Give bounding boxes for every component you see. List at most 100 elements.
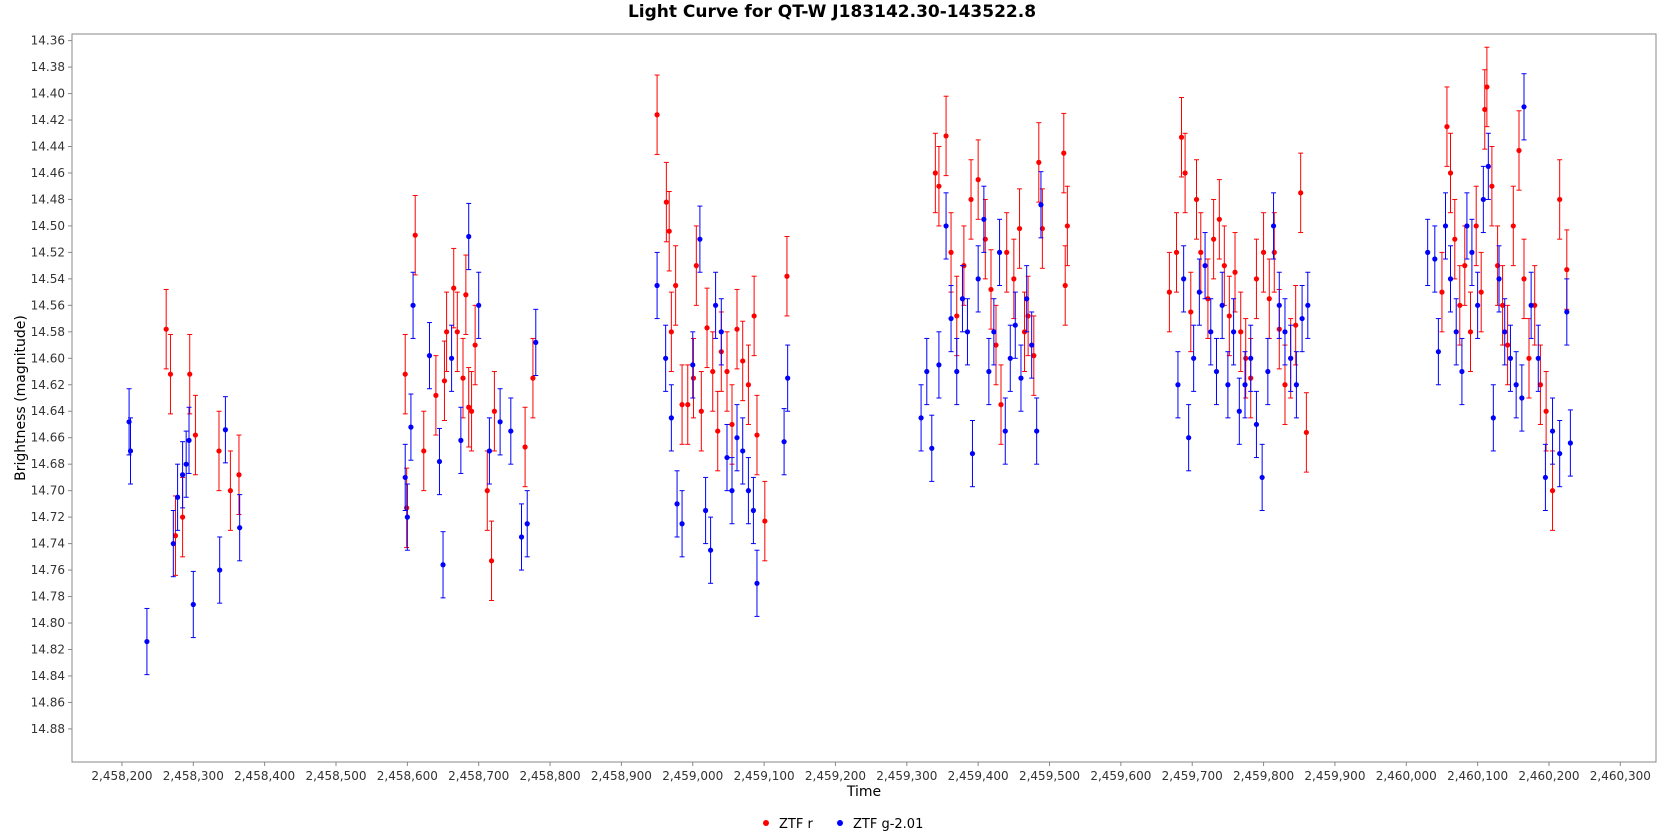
data-point	[1196, 289, 1202, 295]
data-point	[172, 533, 179, 539]
data-point	[175, 494, 181, 500]
data-point	[1260, 249, 1267, 255]
data-point	[1469, 249, 1475, 255]
series-ztf-r	[163, 46, 1570, 602]
plot-area	[71, 33, 1657, 763]
data-point	[712, 302, 719, 308]
x-tick-label: 2,460,300	[1590, 769, 1651, 783]
y-tick-label: 14.78	[31, 590, 65, 604]
data-point	[1061, 150, 1067, 156]
data-point	[1537, 382, 1544, 388]
y-tick-label: 14.46	[31, 166, 65, 180]
data-point	[1504, 342, 1511, 348]
data-point	[988, 286, 994, 293]
data-point	[236, 472, 242, 478]
data-point	[718, 329, 724, 335]
data-point	[1225, 382, 1231, 388]
y-tick-label: 14.70	[31, 484, 65, 498]
data-point	[663, 199, 669, 205]
data-point	[943, 133, 949, 139]
data-point	[468, 408, 475, 414]
data-point	[690, 362, 696, 368]
data-point	[1439, 289, 1445, 295]
data-point	[785, 375, 791, 381]
y-axis-title: Brightness (magnitude)	[13, 315, 29, 481]
data-point	[1219, 302, 1225, 308]
y-tick-label: 14.42	[31, 113, 65, 127]
data-point	[1259, 474, 1265, 481]
data-point	[127, 448, 134, 454]
series-ztf-g	[126, 73, 1573, 676]
data-point	[1064, 223, 1070, 229]
data-point	[1236, 408, 1242, 414]
data-point	[179, 514, 186, 520]
data-point	[1232, 269, 1238, 275]
x-tick-label: 2,458,200	[91, 769, 152, 783]
y-tick-label: 14.64	[31, 404, 65, 418]
legend-label-ztf-r: ZTF r	[779, 817, 813, 832]
data-point	[186, 437, 192, 443]
legend-label-ztf-g: ZTF g-2.01	[853, 817, 923, 832]
data-point	[448, 355, 455, 361]
y-tick-label: 14.52	[31, 245, 65, 259]
data-point	[179, 472, 186, 478]
x-axis-title: Time	[846, 784, 881, 800]
y-tick-label: 14.76	[31, 563, 65, 577]
data-point	[1205, 296, 1211, 302]
data-point	[654, 112, 660, 118]
data-point	[1034, 428, 1040, 434]
data-point	[1293, 382, 1299, 388]
data-point	[1513, 382, 1519, 388]
data-point	[968, 196, 974, 203]
data-point	[1305, 302, 1311, 308]
y-tick-label: 14.68	[31, 457, 65, 471]
data-point	[1496, 276, 1502, 282]
data-point	[936, 362, 942, 368]
x-tick-label: 2,459,000	[662, 769, 723, 783]
data-point	[187, 371, 193, 377]
data-point	[1444, 124, 1450, 130]
legend-marker-ztf-g	[837, 820, 843, 826]
data-point	[924, 368, 930, 375]
data-point	[762, 518, 768, 524]
data-point	[750, 507, 757, 514]
legend-marker-ztf-r	[763, 820, 769, 826]
data-point	[679, 402, 685, 408]
data-point	[1211, 236, 1217, 242]
data-point	[1293, 322, 1299, 328]
data-point	[1557, 196, 1563, 203]
data-point	[1425, 249, 1431, 255]
data-point	[929, 445, 935, 451]
data-point	[1484, 84, 1490, 90]
data-point	[476, 302, 482, 308]
y-tick-label: 14.86	[31, 695, 65, 709]
data-point	[1181, 276, 1187, 282]
data-point	[441, 378, 448, 384]
data-point	[421, 448, 427, 454]
legend: ZTF r ZTF g-2.01	[763, 817, 923, 832]
y-tick-label: 14.80	[31, 616, 65, 630]
data-point	[668, 329, 674, 335]
data-point	[673, 282, 679, 289]
data-point	[954, 313, 960, 319]
data-point	[1288, 355, 1294, 361]
x-tick-label: 2,458,300	[163, 769, 224, 783]
data-point	[693, 263, 699, 269]
data-point	[948, 315, 954, 322]
data-point	[1502, 329, 1508, 335]
data-point	[1202, 263, 1208, 269]
data-point	[1002, 428, 1008, 434]
data-point	[1243, 355, 1249, 361]
data-point	[981, 216, 987, 222]
data-point	[1298, 190, 1304, 196]
data-point	[1549, 488, 1556, 494]
data-point	[1507, 355, 1514, 361]
data-point	[1226, 313, 1232, 319]
data-point	[1499, 302, 1506, 308]
data-point	[936, 183, 942, 189]
data-point	[1062, 282, 1068, 289]
data-point	[975, 276, 981, 282]
data-point	[522, 444, 528, 450]
data-point	[1526, 355, 1532, 361]
data-point	[1462, 263, 1468, 269]
